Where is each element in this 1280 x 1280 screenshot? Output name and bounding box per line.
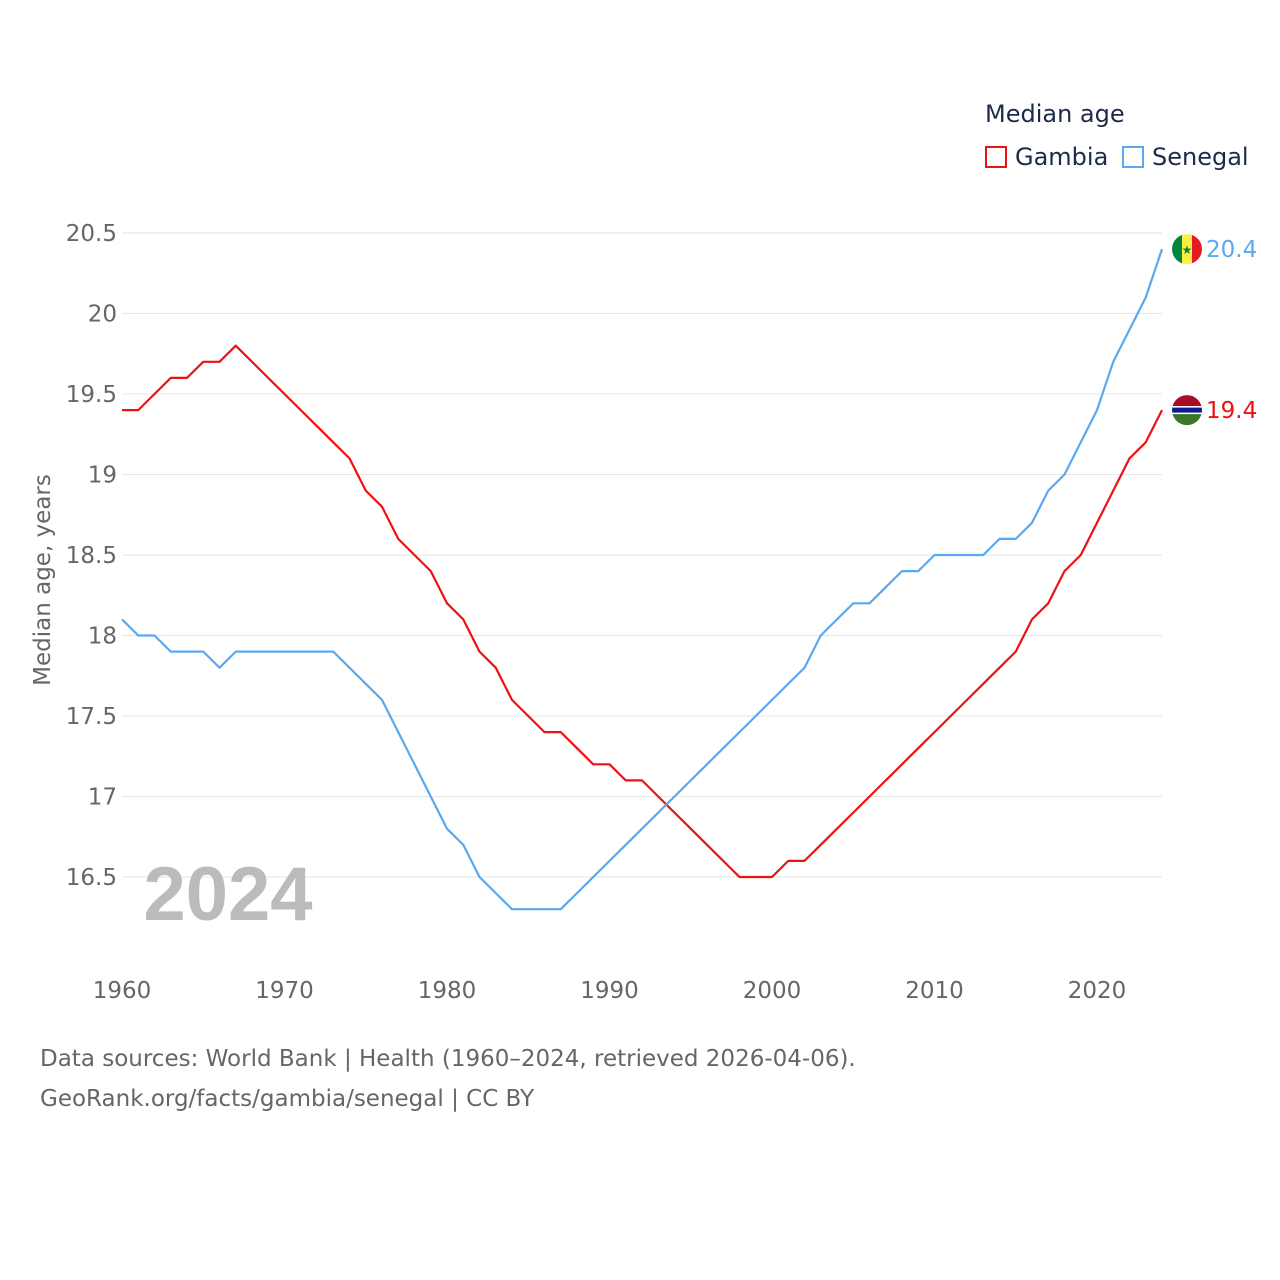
x-tick-label: 1990 xyxy=(580,978,639,1004)
end-value-label: 20.4 xyxy=(1206,237,1257,263)
flag-stripe xyxy=(1172,234,1182,265)
legend-label: Gambia xyxy=(1015,143,1109,171)
legend-title: Median age xyxy=(985,100,1125,128)
legend-swatch xyxy=(985,146,1007,168)
y-tick-label: 19 xyxy=(88,463,117,489)
x-tick-label: 2020 xyxy=(1068,978,1127,1004)
end-labels: 19.4 ★ 20.4 xyxy=(1172,234,1257,426)
star-icon: ★ xyxy=(1182,243,1193,257)
y-tick-label: 20 xyxy=(88,302,117,328)
y-tick-label: 18.5 xyxy=(66,543,117,569)
source-text: Data sources: World Bank | Health (1960–… xyxy=(40,1046,856,1072)
x-tick-label: 1960 xyxy=(93,978,152,1004)
legend-label: Senegal xyxy=(1152,143,1249,171)
flag-stripe xyxy=(1182,234,1192,265)
x-tick-label: 1970 xyxy=(255,978,314,1004)
flag-body xyxy=(1172,395,1202,426)
legend-item-senegal[interactable]: Senegal xyxy=(1122,143,1249,171)
series-line-gambia[interactable] xyxy=(122,344,1163,879)
gridlines xyxy=(122,232,1162,878)
senegal-flag-icon: ★ xyxy=(1172,234,1202,265)
y-axis: 16.5 17 17.5 18 18.5 19 19.5 20 20.5 xyxy=(66,221,117,891)
y-tick-label: 17.5 xyxy=(66,704,117,730)
y-tick-label: 17 xyxy=(88,785,117,811)
x-axis: 1960 1970 1980 1990 2000 2010 2020 xyxy=(93,978,1127,1004)
flag-stripe xyxy=(1172,395,1202,407)
y-tick-label: 16.5 xyxy=(66,865,117,891)
legend-item-gambia[interactable]: Gambia xyxy=(985,143,1108,171)
x-tick-label: 2000 xyxy=(743,978,802,1004)
flag-stripe xyxy=(1172,414,1202,426)
legend-swatch xyxy=(1122,146,1144,168)
y-tick-label: 19.5 xyxy=(66,382,117,408)
source-link[interactable]: GeoRank.org/facts/gambia/senegal | CC BY xyxy=(40,1086,535,1112)
end-value-label: 19.4 xyxy=(1206,398,1257,424)
y-axis-label: Median age, years xyxy=(30,474,56,686)
gambia-flag-icon xyxy=(1172,395,1202,426)
year-watermark: 2024 xyxy=(143,852,312,937)
flag-body: ★ xyxy=(1172,234,1202,265)
flag-stripe xyxy=(1172,407,1202,413)
x-tick-label: 1980 xyxy=(418,978,477,1004)
series-line-senegal[interactable] xyxy=(121,248,1164,911)
x-tick-label: 2010 xyxy=(905,978,964,1004)
flag-stripe xyxy=(1192,234,1202,265)
y-tick-label: 18 xyxy=(88,624,117,650)
series-lines xyxy=(121,248,1164,911)
y-tick-label: 20.5 xyxy=(66,221,117,247)
